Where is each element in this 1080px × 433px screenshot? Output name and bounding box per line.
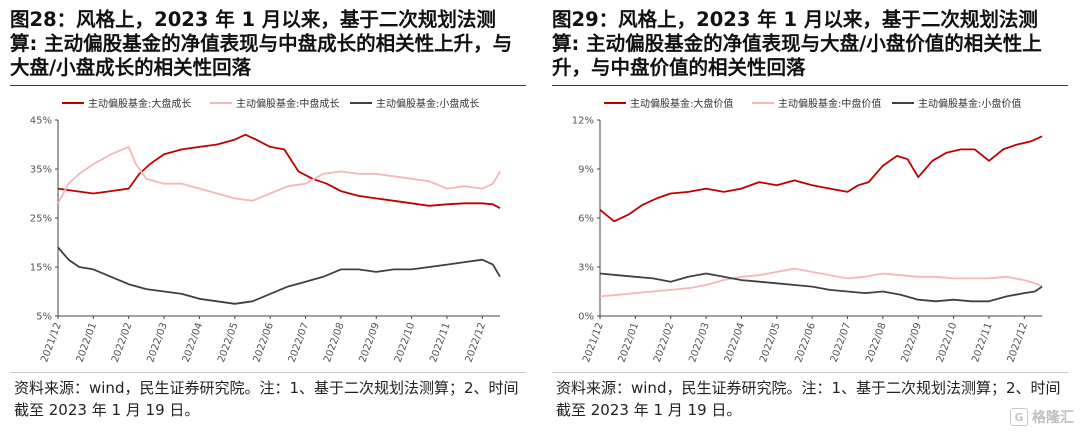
watermark-text: 格隆汇	[1032, 410, 1074, 426]
x-tick-label: 2022/12	[464, 321, 489, 364]
x-tick-label: 2022/10	[935, 321, 960, 364]
x-tick-label: 2021/12	[39, 321, 64, 364]
x-tick-label: 2022/07	[829, 321, 854, 364]
series-line	[57, 133, 501, 209]
series-line	[599, 272, 1043, 303]
watermark: G 格隆汇	[1010, 407, 1074, 427]
x-tick-label: 2022/03	[145, 321, 170, 364]
y-tick-label: 5%	[36, 312, 52, 323]
gelonghui-logo-icon: G	[1010, 408, 1028, 426]
x-tick-label: 2022/09	[900, 321, 925, 364]
x-tick-label: 2022/09	[358, 321, 383, 364]
x-tick-label: 2022/10	[393, 321, 418, 364]
legend-label: 主动偏股基金:大盘成长	[88, 97, 191, 110]
source-divider	[552, 372, 1068, 373]
title-divider	[552, 85, 1068, 86]
x-tick-label: 2022/03	[687, 321, 712, 364]
series-line	[599, 135, 1043, 223]
series-line	[599, 267, 1043, 298]
y-tick-label: 35%	[30, 165, 52, 176]
y-tick-label: 45%	[30, 116, 52, 127]
x-tick-label: 2022/01	[617, 321, 642, 364]
legend-label: 主动偏股基金:小盘价值	[918, 97, 1021, 110]
series-line	[57, 146, 501, 204]
x-tick-label: 2022/04	[181, 321, 206, 364]
y-tick-label: 25%	[30, 214, 52, 225]
y-tick-label: 3%	[578, 263, 594, 274]
x-tick-label: 2022/06	[251, 321, 276, 364]
legend-label: 主动偏股基金:小盘成长	[376, 97, 479, 110]
x-tick-label: 2022/12	[1006, 321, 1031, 364]
figure-source-note: 资料来源：wind，民生证券研究院。注：1、基于二次规划法测算；2、时间截至 2…	[556, 379, 1061, 419]
y-tick-label: 15%	[30, 263, 52, 274]
legend-label: 主动偏股基金:中盘成长	[236, 97, 339, 110]
chart-panel-left: 图28：风格上，2023 年 1 月以来，基于二次规划法测算: 主动偏股基金的净…	[0, 0, 530, 433]
x-tick-label: 2022/04	[723, 321, 748, 364]
series-line	[57, 246, 501, 305]
x-tick-label: 2022/02	[652, 321, 677, 364]
figure-source-note: 资料来源：wind，民生证券研究院。注：1、基于二次规划法测算；2、时间截至 2…	[14, 379, 519, 419]
figure-title: 图28：风格上，2023 年 1 月以来，基于二次规划法测算: 主动偏股基金的净…	[10, 8, 513, 79]
x-tick-label: 2021/12	[581, 321, 606, 364]
title-divider	[10, 85, 526, 86]
legend-label: 主动偏股基金:中盘价值	[778, 97, 881, 110]
x-tick-label: 2022/05	[216, 321, 241, 364]
x-tick-label: 2022/11	[970, 321, 995, 364]
chart-panel-right: 图29：风格上，2023 年 1 月以来，基于二次规划法测算: 主动偏股基金的净…	[542, 0, 1072, 433]
x-tick-label: 2022/01	[75, 321, 100, 364]
line-chart: 主动偏股基金:大盘成长 主动偏股基金:中盘成长 主动偏股基金:小盘成长 5% 15% 25…	[30, 97, 501, 364]
y-tick-label: 6%	[578, 214, 594, 225]
y-tick-label: 0%	[578, 312, 594, 323]
x-tick-label: 2022/05	[758, 321, 783, 364]
legend-label: 主动偏股基金:大盘价值	[630, 97, 733, 110]
y-tick-label: 12%	[572, 116, 594, 127]
x-tick-label: 2022/08	[322, 321, 347, 364]
x-tick-label: 2022/07	[287, 321, 312, 364]
source-divider	[10, 372, 526, 373]
line-chart: 主动偏股基金:大盘价值 主动偏股基金:中盘价值 主动偏股基金:小盘价值 0% 3% 6% 9…	[572, 97, 1043, 364]
x-tick-label: 2022/11	[428, 321, 453, 364]
figure-title: 图29：风格上，2023 年 1 月以来，基于二次规划法测算: 主动偏股基金的净…	[552, 8, 1042, 79]
y-tick-label: 9%	[578, 165, 594, 176]
x-tick-label: 2022/02	[110, 321, 135, 364]
x-tick-label: 2022/08	[864, 321, 889, 364]
x-tick-label: 2022/06	[793, 321, 818, 364]
